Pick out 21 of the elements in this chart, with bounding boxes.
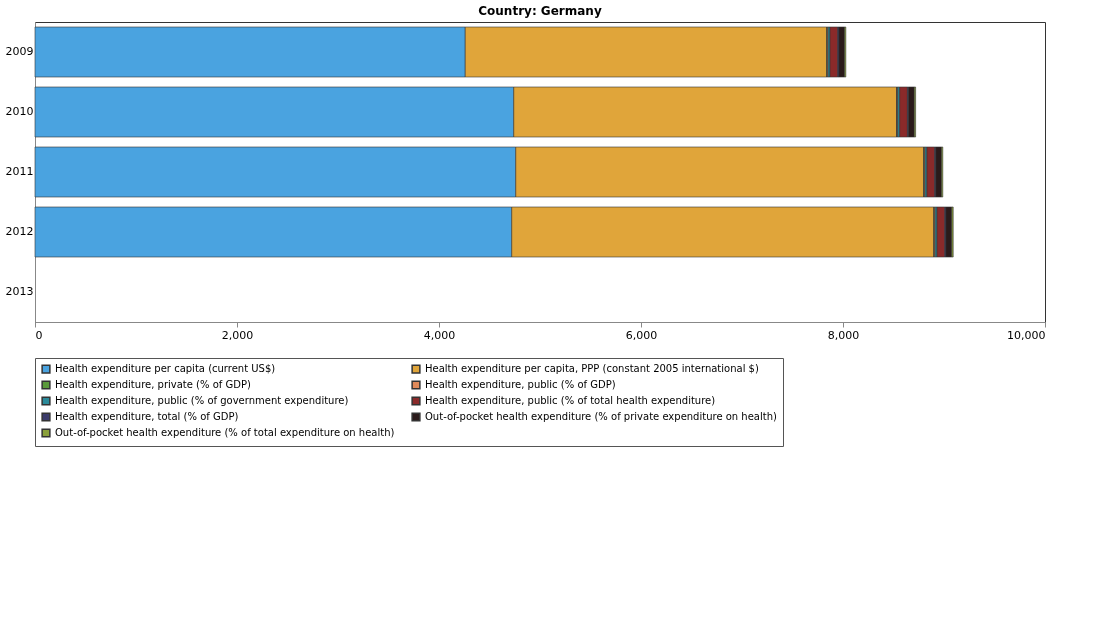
chart-title: Country: Germany [478, 4, 602, 18]
x-tick-label: 4,000 [423, 328, 456, 342]
legend-label: Health expenditure, total (% of GDP) [55, 411, 239, 422]
x-tick-label: 0 [35, 328, 43, 342]
legend-label: Health expenditure, private (% of GDP) [55, 379, 251, 390]
x-tick-label: 2,000 [221, 328, 254, 342]
legend-label: Health expenditure, public (% of GDP) [425, 379, 616, 390]
y-tick-label: 2011 [5, 165, 34, 178]
legend-label: Out-of-pocket health expenditure (% of total expenditure on health) [55, 427, 395, 438]
legend-label: Health expenditure, public (% of government expenditure) [55, 395, 349, 406]
legend-label: Health expenditure per capita (current US$) [55, 363, 276, 375]
legend-label: Health expenditure, public (% of total health expenditure) [425, 395, 716, 406]
x-tick-label: 10,000 [1007, 328, 1046, 342]
x-tick-label: 6,000 [625, 328, 658, 342]
legend-label: Health expenditure per capita, PPP (constant 2005 international $) [425, 363, 759, 375]
y-tick-label: 2010 [5, 105, 34, 118]
y-tick-label: 2013 [5, 285, 34, 298]
y-tick-label: 2012 [5, 225, 34, 238]
legend-label: Out-of-pocket health expenditure (% of private expenditure on health) [425, 411, 778, 422]
y-tick-label: 2009 [5, 45, 34, 58]
x-tick-label: 8,000 [827, 328, 860, 342]
